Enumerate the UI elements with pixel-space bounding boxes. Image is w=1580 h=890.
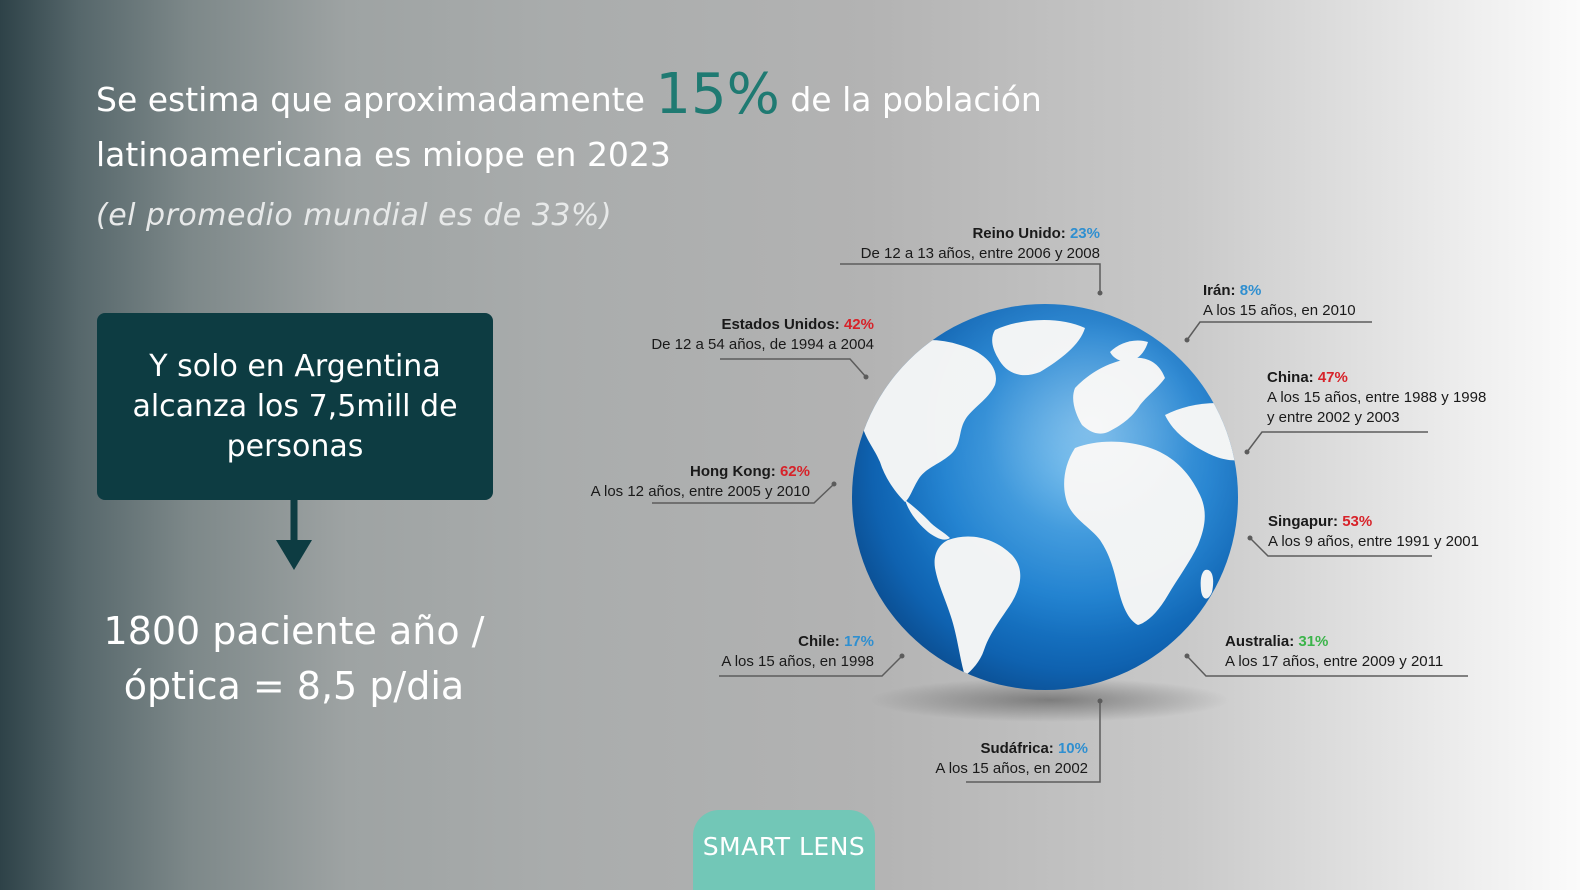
label-chile-detail: A los 15 años, en 1998	[721, 653, 874, 670]
label-china-detail-2: y entre 2002 y 2003	[1267, 409, 1400, 426]
label-sudafrica: Sudáfrica: 10% A los 15 años, en 2002	[935, 740, 1088, 777]
patients-per-day-stat: 1800 paciente año / óptica = 8,5 p/dia	[103, 609, 485, 708]
headline-text-start: Se estima que aproximadamente	[96, 80, 656, 119]
smart-lens-brand-tab: SMART LENS	[693, 810, 875, 890]
label-sudafrica-percent: 10%	[1057, 740, 1088, 757]
label-china-percent: 47%	[1317, 369, 1348, 386]
argentina-callout-box: Y solo en Argentina alcanza los 7,5mill …	[97, 313, 493, 500]
label-estados-unidos: Estados Unidos: 42% De 12 a 54 años, de …	[651, 316, 874, 353]
label-australia-percent: 31%	[1298, 633, 1329, 650]
label-reino-unido: Reino Unido: 23% De 12 a 13 años, entre …	[860, 225, 1100, 262]
label-chile: Chile: 17% A los 15 años, en 1998	[721, 633, 874, 670]
globe-shine	[852, 304, 1238, 690]
label-hong-kong-percent: 62%	[779, 463, 810, 480]
label-iran-percent: 8%	[1239, 282, 1262, 299]
label-iran-detail: A los 15 años, en 2010	[1203, 302, 1356, 319]
label-reino-unido-detail: De 12 a 13 años, entre 2006 y 2008	[860, 245, 1100, 262]
label-singapur-percent: 53%	[1342, 513, 1373, 530]
argentina-callout-text: Y solo en Argentina alcanza los 7,5mill …	[132, 348, 458, 464]
label-iran: Irán: 8% A los 15 años, en 2010	[1203, 282, 1356, 319]
brand-label: SMART LENS	[702, 832, 866, 861]
label-iran-name: Irán	[1203, 282, 1231, 299]
label-reino-unido-percent: 23%	[1069, 225, 1100, 242]
headline-subtitle: (el promedio mundial es de 33%)	[96, 198, 613, 233]
leader-lines	[652, 263, 1468, 783]
label-australia: Australia: 31% A los 17 años, entre 2009…	[1225, 633, 1444, 670]
label-estados-unidos-percent: 42%	[843, 316, 874, 333]
label-australia-detail: A los 17 años, entre 2009 y 2011	[1225, 653, 1444, 670]
label-estados-unidos-detail: De 12 a 54 años, de 1994 a 2004	[651, 336, 874, 353]
globe-shadow	[870, 678, 1230, 722]
label-china: China: 47% A los 15 años, entre 1988 y 1…	[1267, 369, 1487, 426]
label-hong-kong-name: Hong Kong	[689, 463, 771, 480]
headline-highlight-percent: 15%	[655, 62, 780, 127]
label-sudafrica-name: Sudáfrica	[980, 740, 1049, 757]
label-singapur-name: Singapur	[1268, 513, 1334, 530]
label-australia-name: Australia	[1225, 633, 1290, 650]
label-hong-kong-detail: A los 12 años, entre 2005 y 2010	[590, 483, 810, 500]
label-china-detail-1: A los 15 años, entre 1988 y 1998	[1267, 389, 1487, 406]
label-chile-percent: 17%	[843, 633, 874, 650]
leader-dots	[831, 290, 1253, 704]
label-singapur-detail: A los 9 años, entre 1991 y 2001	[1268, 533, 1479, 550]
headline-text-end: de la población latinoamericana es miope…	[96, 80, 1042, 174]
label-reino-unido-name: Reino Unido	[972, 225, 1061, 242]
label-hong-kong: Hong Kong: 62% A los 12 años, entre 2005…	[590, 463, 810, 500]
label-chile-name: Chile	[798, 633, 835, 650]
down-arrow-icon	[276, 500, 312, 570]
label-china-name: China	[1267, 369, 1309, 386]
label-estados-unidos-name: Estados Unidos	[721, 316, 835, 333]
label-sudafrica-detail: A los 15 años, en 2002	[935, 760, 1088, 777]
label-singapur: Singapur: 53% A los 9 años, entre 1991 y…	[1268, 513, 1479, 550]
headline: Se estima que aproximadamente 15% de la …	[96, 67, 1056, 182]
